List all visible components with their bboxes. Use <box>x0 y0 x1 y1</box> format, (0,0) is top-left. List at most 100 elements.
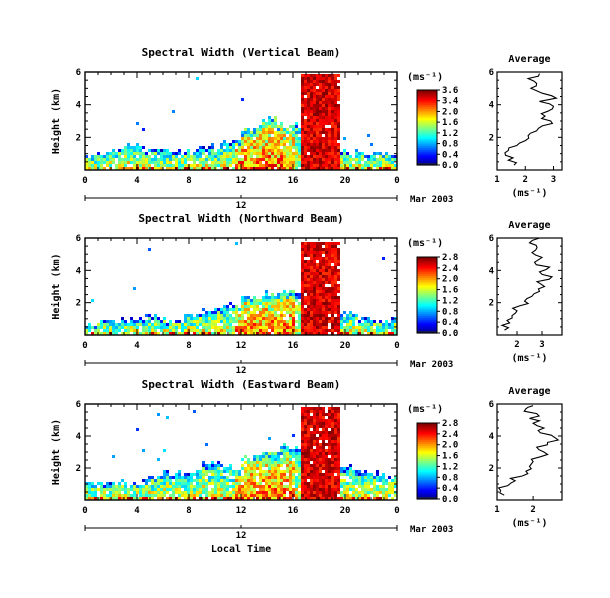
chart-title: Spectral Width (Northward Beam) <box>138 212 343 225</box>
average-x-tick-label: 3 <box>551 175 556 185</box>
average-x-label: (ms⁻¹) <box>511 188 547 199</box>
colorbar-tick-label: 2.4 <box>442 430 459 440</box>
colorbar-tick-label: 1.2 <box>442 296 458 306</box>
chart-title: Spectral Width (Eastward Beam) <box>142 378 341 391</box>
x-tick-label: 0 <box>394 341 399 351</box>
average-y-tick-label: 2 <box>489 299 494 309</box>
x-tick-label: 0 <box>82 506 87 516</box>
average-profile: Average 2 4 6 2 3 (ms⁻¹) <box>489 220 563 364</box>
colorbar-tick-label: 2.8 <box>442 419 458 429</box>
colorbar-tick-label: 2.8 <box>442 253 458 263</box>
x-tick-label: 4 <box>134 341 140 351</box>
heatmap-cells <box>85 74 397 170</box>
colorbar-tick-label: 1.6 <box>442 286 458 296</box>
average-x-tick-label: 2 <box>530 505 535 515</box>
colorbar: (ms⁻¹) 2.82.42.01.61.20.80.40.0 <box>407 238 459 339</box>
colorbar-tick-label: 1.6 <box>442 118 458 128</box>
colorbar-tick-label: 0.8 <box>442 140 458 150</box>
date-label: Mar 2003 <box>410 360 453 370</box>
y-tick-label: 6 <box>76 68 81 78</box>
x-tick-label: 0 <box>394 506 399 516</box>
y-tick-label: 6 <box>76 234 81 244</box>
heatmap-cells <box>85 407 397 500</box>
colorbar-tick-label: 0.0 <box>442 495 458 505</box>
panel-1: Spectral Width (Vertical Beam)0 4 8 12 16 20 0… <box>50 46 563 211</box>
average-x-label: (ms⁻¹) <box>511 518 547 529</box>
average-line <box>497 405 560 496</box>
average-y-tick-label: 6 <box>489 400 494 410</box>
colorbar-tick-label: 0.4 <box>442 484 459 494</box>
colorbar-tick-label: 0.4 <box>442 318 459 328</box>
x-tick-label: 4 <box>134 176 140 186</box>
average-x-tick-label: 1 <box>494 175 499 185</box>
colorbar-tick-label: 1.2 <box>442 129 458 139</box>
y-tick-label: 6 <box>76 400 81 410</box>
y-tick-label: 2 <box>76 133 81 143</box>
x-tick-label: 12 <box>236 176 247 186</box>
average-x-tick-label: 2 <box>523 175 528 185</box>
average-y-tick-label: 2 <box>489 464 494 474</box>
average-x-tick-label: 2 <box>514 340 519 350</box>
colorbar-unit: (ms⁻¹) <box>407 404 443 415</box>
average-y-tick-label: 2 <box>489 133 494 143</box>
colorbar-tick-label: 1.6 <box>442 452 458 462</box>
y-axis-label: Height (km) <box>50 253 62 319</box>
x-tick-label: 0 <box>82 341 87 351</box>
average-line <box>500 237 554 331</box>
average-profile: Average 2 4 6 1 2 (ms⁻¹) <box>489 386 563 529</box>
date-label: Mar 2003 <box>410 195 453 205</box>
colorbar-tick-label: 0.0 <box>442 161 458 171</box>
date-label: Mar 2003 <box>410 525 453 535</box>
x-tick-label: 20 <box>340 341 351 351</box>
x-tick-label: 0 <box>394 176 399 186</box>
average-y-tick-label: 6 <box>489 234 494 244</box>
x-tick-label: 4 <box>134 506 140 516</box>
y-axis-label: Height (km) <box>50 88 62 154</box>
secondary-tick-label: 12 <box>236 366 247 376</box>
average-title: Average <box>508 386 550 397</box>
average-x-label: (ms⁻¹) <box>511 353 547 364</box>
panel-3: Spectral Width (Eastward Beam)0 4 8 12 16 20 0… <box>50 378 563 555</box>
colorbar: (ms⁻¹) 3.63.42.01.61.20.80.40.0 <box>407 72 459 171</box>
y-tick-label: 4 <box>76 432 82 442</box>
average-y-tick-label: 6 <box>489 68 494 78</box>
chart-title: Spectral Width (Vertical Beam) <box>142 46 341 59</box>
average-x-tick-label: 1 <box>494 505 499 515</box>
x-tick-label: 8 <box>186 176 191 186</box>
x-tick-label: 12 <box>236 506 247 516</box>
colorbar-unit: (ms⁻¹) <box>407 238 443 249</box>
colorbar-tick-label: 0.8 <box>442 307 458 317</box>
x-tick-label: 8 <box>186 341 191 351</box>
secondary-tick-label: 12 <box>236 531 247 541</box>
colorbar-tick-label: 3.4 <box>442 97 459 107</box>
colorbar-tick-label: 1.2 <box>442 462 458 472</box>
panel-2: Spectral Width (Northward Beam)0 4 8 12 16 20… <box>50 212 563 376</box>
x-tick-label: 16 <box>288 506 299 516</box>
x-tick-label: 8 <box>186 506 191 516</box>
y-tick-label: 4 <box>76 101 82 111</box>
x-tick-label: 0 <box>82 176 87 186</box>
x-tick-label: 16 <box>288 176 299 186</box>
colorbar-tick-label: 0.0 <box>442 329 458 339</box>
colorbar-tick-label: 2.0 <box>442 107 458 117</box>
average-y-tick-label: 4 <box>489 432 495 442</box>
colorbar-tick-label: 2.4 <box>442 264 459 274</box>
average-profile: Average 2 4 6 1 2 3 (ms⁻¹) <box>489 54 563 199</box>
average-title: Average <box>508 220 550 231</box>
x-tick-label: 12 <box>236 341 247 351</box>
colorbar-tick-label: 0.4 <box>442 150 459 160</box>
y-axis-label: Height (km) <box>50 419 62 485</box>
heatmap-cells <box>85 242 397 335</box>
y-tick-label: 2 <box>76 464 81 474</box>
colorbar-tick-label: 2.0 <box>442 441 458 451</box>
average-line <box>504 73 558 166</box>
average-x-tick-label: 3 <box>539 340 544 350</box>
colorbar-tick-label: 2.0 <box>442 275 458 285</box>
colorbar-unit: (ms⁻¹) <box>407 72 443 83</box>
y-tick-label: 4 <box>76 266 82 276</box>
y-tick-label: 2 <box>76 299 81 309</box>
colorbar-tick-label: 3.6 <box>442 86 458 96</box>
average-title: Average <box>508 54 550 65</box>
colorbar: (ms⁻¹) 2.82.42.01.61.20.80.40.0 <box>407 404 459 505</box>
